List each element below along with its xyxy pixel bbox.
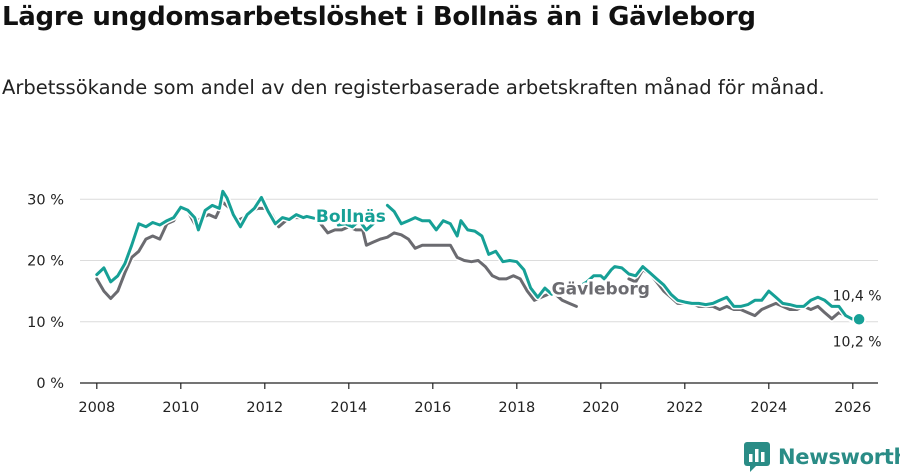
series-line-bollns <box>385 203 554 299</box>
x-tick-label: 2022 <box>666 400 703 416</box>
end-label-gavleborg: 10,2 % <box>833 335 882 351</box>
series-line-bollns <box>336 219 379 232</box>
chart-title: Lägre ungdomsarbetslöshet i Bollnäs än i… <box>2 2 756 32</box>
end-marker-bollnas <box>852 312 866 327</box>
y-axis: 0 % 10 % 20 % 30 % <box>27 192 64 392</box>
brand-logo: Newsworthy <box>744 441 900 473</box>
newsworthy-logo-icon <box>744 442 770 472</box>
x-tick-label: 2014 <box>330 400 367 416</box>
y-tick-label: 0 % <box>36 376 64 392</box>
series-label-bollnas: Bollnäs <box>316 207 386 227</box>
x-tick-label: 2018 <box>498 400 535 416</box>
x-tick-label: 2010 <box>162 400 199 416</box>
x-tick-label: 2020 <box>582 400 619 416</box>
x-tick-label: 2008 <box>78 400 115 416</box>
x-tick-label: 2016 <box>414 400 451 416</box>
x-tick-label: 2012 <box>246 400 283 416</box>
end-label-bollnas-halo: 10,4 % <box>833 288 882 304</box>
series-line-bollns <box>578 265 861 321</box>
x-axis: 2008 2010 2012 2014 2016 2018 2020 2022 2024 2026 <box>78 382 878 416</box>
series-label-gavleborg: Gävleborg <box>552 280 650 300</box>
y-tick-label: 20 % <box>27 254 64 270</box>
series-label-bollnas-halo: Bollnäs <box>316 207 386 227</box>
brand-name: Newsworthy <box>778 445 900 469</box>
x-tick-label: 2026 <box>834 400 871 416</box>
chart-subtitle: Arbetssökande som andel av den registerb… <box>2 76 825 99</box>
end-label-bollnas: 10,4 % <box>833 288 882 304</box>
y-tick-label: 30 % <box>27 192 64 208</box>
series-label-gavleborg-halo: Gävleborg <box>552 280 650 300</box>
x-tick-label: 2024 <box>750 400 787 416</box>
series-lines <box>93 188 863 324</box>
series-line-bollns <box>95 189 316 284</box>
y-tick-label: 10 % <box>27 315 64 331</box>
end-label-gavleborg-halo: 10,2 % <box>833 335 882 351</box>
